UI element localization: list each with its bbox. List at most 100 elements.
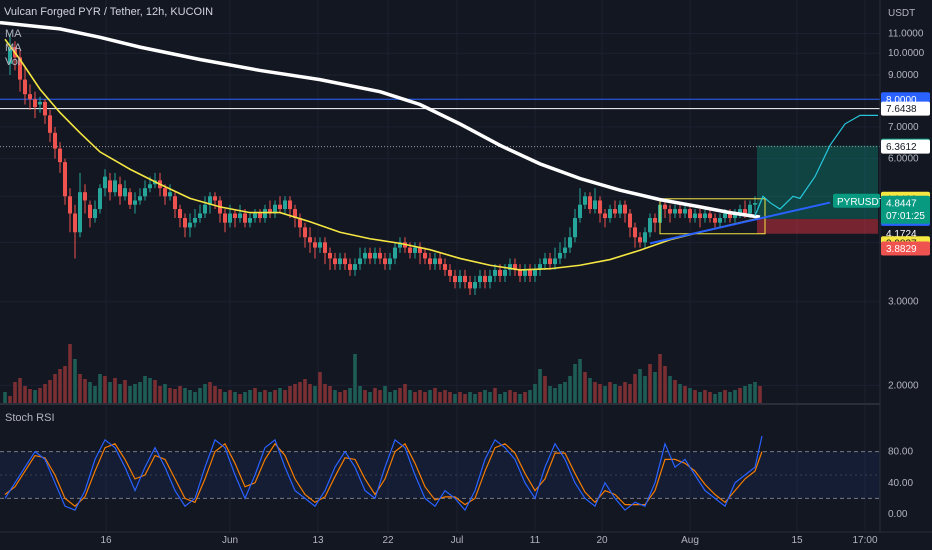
candle-body: [358, 258, 362, 265]
time-tick-label: 15: [791, 535, 803, 546]
candle-body: [253, 213, 257, 219]
volume-bar: [453, 394, 457, 404]
volume-bar: [683, 386, 687, 404]
candle-body: [498, 269, 502, 276]
candle-body: [8, 47, 12, 64]
time-axis[interactable]: 16 Jun 13 22 Jul 11 20 Aug 15 17:00: [100, 535, 878, 546]
candle-body: [598, 200, 602, 214]
position-target-zone: [757, 145, 878, 219]
price-label-text: 7.6438: [886, 104, 917, 115]
current-price-box: [881, 195, 930, 224]
volume-bar: [103, 376, 107, 404]
volume-bar: [613, 384, 617, 404]
volume-bar: [358, 386, 362, 404]
volume-bar: [548, 386, 552, 404]
candle-body: [363, 252, 367, 259]
candle-body: [198, 213, 202, 219]
candle-body: [188, 222, 192, 228]
candle-body: [713, 218, 717, 223]
indicator-ma-fast[interactable]: MA: [5, 28, 22, 40]
volume-bar: [513, 392, 517, 404]
candle-body: [23, 79, 27, 95]
candle-body: [88, 204, 92, 219]
indicator-ma-slow[interactable]: MA: [5, 42, 22, 54]
ma-fast-line: [4, 38, 761, 271]
candle-body: [293, 209, 297, 219]
candle-body: [608, 209, 612, 219]
price-label-text: 8.0000: [886, 95, 917, 106]
candle-body: [38, 101, 42, 105]
candle-body: [233, 213, 237, 219]
time-tick-label: 11: [530, 535, 541, 546]
candle-body: [378, 252, 382, 259]
volume-bar: [658, 354, 662, 404]
volume-bar: [163, 384, 167, 404]
volume-bar: [418, 390, 422, 404]
candle-body: [503, 269, 507, 276]
volume-bar: [313, 386, 317, 404]
volume-bar: [643, 376, 647, 404]
candle-body: [143, 188, 147, 197]
candle-body: [688, 209, 692, 219]
stoch-rsi-title[interactable]: Stoch RSI: [5, 412, 55, 424]
candle-body: [313, 242, 317, 248]
candle-body: [683, 209, 687, 214]
candle-body: [263, 209, 267, 219]
time-tick-label: Jul: [451, 535, 464, 546]
candle-body: [553, 258, 557, 265]
long-position-tool[interactable]: [757, 145, 878, 234]
candle-body: [48, 115, 52, 133]
volume-bar: [278, 388, 282, 404]
horizontal-lines: [0, 98, 880, 148]
candle-body: [278, 204, 282, 210]
volume-bar: [673, 380, 677, 404]
volume-bar: [533, 384, 537, 404]
candle-body: [373, 252, 377, 259]
volume-bar: [338, 392, 342, 404]
volume-bar: [43, 384, 47, 404]
volume-bar: [653, 372, 657, 404]
candle-body: [343, 258, 347, 265]
indicator-volume[interactable]: Vol: [5, 56, 21, 68]
candle-body: [623, 204, 627, 214]
candle-body: [58, 148, 62, 163]
stoch-tick-label: 0.00: [888, 509, 908, 520]
candlesticks: [8, 33, 757, 295]
volume-bar: [433, 388, 437, 404]
volume-bar: [558, 384, 562, 404]
volume-bar: [38, 388, 42, 404]
candle-body: [693, 213, 697, 219]
candle-body: [93, 209, 97, 219]
time-tick-label: 22: [382, 535, 394, 546]
volume-bar: [168, 388, 172, 404]
volume-bar: [23, 386, 27, 404]
volume-bar: [323, 384, 327, 404]
volume-bar: [133, 384, 137, 404]
candle-body: [178, 209, 182, 219]
candle-body: [573, 218, 577, 238]
candle-body: [213, 196, 217, 201]
stoch-d-line: [4, 442, 763, 507]
candle-body: [353, 264, 357, 270]
candle-body: [458, 275, 462, 283]
chart-overlays: [0, 20, 878, 271]
candle-body: [338, 258, 342, 265]
candle-body: [583, 196, 587, 205]
volume-bar: [478, 392, 482, 404]
price-tick-label: 7.0000: [888, 122, 919, 133]
candle-body: [518, 269, 522, 276]
volume-bar: [33, 390, 37, 404]
volume-bar: [743, 386, 747, 404]
candle-body: [148, 184, 152, 189]
volume-bar: [208, 382, 212, 404]
volume-bar: [353, 354, 357, 404]
candle-body: [603, 213, 607, 219]
volume-bar: [273, 390, 277, 404]
volume-bar: [378, 390, 382, 404]
volume-bar: [298, 382, 302, 404]
candle-body: [418, 247, 422, 253]
candle-body: [183, 218, 187, 228]
volume-bar: [93, 386, 97, 404]
price-tick-label: 6.0000: [888, 154, 919, 165]
